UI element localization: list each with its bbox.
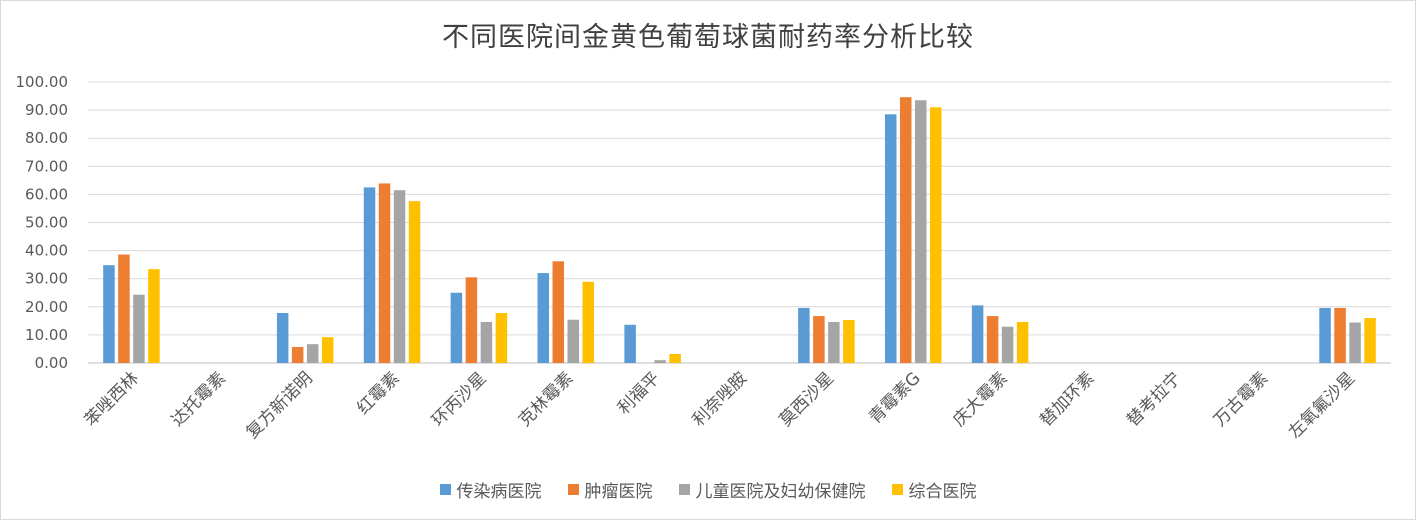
x-tick-label: 克林霉素 xyxy=(515,368,577,430)
x-tick-label: 苯唑西林 xyxy=(81,368,143,430)
x-tick-label: 青霉素G xyxy=(865,368,925,428)
bar-chart: 0.00 10.00 20.00 30.00 40.00 50.00 60.00 70.00 8… xyxy=(16,73,1391,443)
y-tick-label: 60.00 xyxy=(25,185,68,203)
chart-legend: 传染病医院 肿瘤医院 儿童医院及妇幼保健院 综合医院 xyxy=(1,477,1415,502)
y-tick-label: 70.00 xyxy=(25,157,68,175)
bar xyxy=(914,100,927,363)
bar xyxy=(1334,307,1346,363)
chart-title: 不同医院间金黄色葡萄球菌耐药率分析比较 xyxy=(442,22,974,53)
legend-item: 传染病医院 xyxy=(439,477,542,502)
bar xyxy=(929,107,942,363)
bar xyxy=(480,321,493,363)
bar xyxy=(363,187,376,363)
x-tick-label: 庆大霉素 xyxy=(949,368,1011,430)
bar xyxy=(450,292,463,363)
bar xyxy=(495,312,508,363)
x-tick-label: 莫西沙星 xyxy=(776,368,838,430)
x-tick-label: 利福平 xyxy=(614,368,664,418)
bar xyxy=(1001,326,1014,363)
legend-swatch xyxy=(891,484,903,495)
legend-item: 综合医院 xyxy=(891,477,977,502)
legend-label: 综合医院 xyxy=(908,482,977,502)
bar xyxy=(654,360,666,363)
bar xyxy=(378,183,391,363)
x-tick-label: 万古霉素 xyxy=(1210,368,1272,430)
bar xyxy=(828,321,840,363)
bar xyxy=(1016,321,1029,363)
y-tick-label: 10.00 xyxy=(25,326,68,344)
legend-swatch xyxy=(439,484,451,495)
legend-label: 传染病医院 xyxy=(456,482,542,502)
bar xyxy=(133,294,145,363)
x-tick-label: 红霉素 xyxy=(353,368,403,418)
bar xyxy=(148,269,160,363)
bar xyxy=(276,312,289,363)
y-tick-label: 80.00 xyxy=(25,129,68,147)
x-tick-label: 替考拉宁 xyxy=(1123,368,1185,430)
bar xyxy=(1349,322,1361,363)
legend-label: 儿童医院及妇幼保健院 xyxy=(695,482,866,502)
legend-item: 儿童医院及妇幼保健院 xyxy=(678,477,866,502)
legend-item: 肿瘤医院 xyxy=(567,477,653,502)
y-tick-label: 40.00 xyxy=(25,242,68,260)
x-tick-label: 达托霉素 xyxy=(168,368,230,430)
bar xyxy=(582,281,595,363)
y-tick-label: 50.00 xyxy=(25,214,68,232)
bar xyxy=(813,316,825,363)
bar xyxy=(552,261,565,363)
bar xyxy=(1319,307,1331,363)
bar xyxy=(567,319,580,363)
bar xyxy=(798,307,810,363)
x-tick-label: 利奈唑胺 xyxy=(689,368,751,430)
bar xyxy=(669,354,681,363)
bar xyxy=(624,324,636,363)
y-tick-label: 100.00 xyxy=(16,73,69,91)
legend-swatch xyxy=(567,484,579,495)
y-tick-label: 30.00 xyxy=(25,270,68,288)
y-tick-label: 90.00 xyxy=(25,101,68,119)
bar xyxy=(971,305,984,363)
y-tick-label: 0.00 xyxy=(35,354,68,372)
bar xyxy=(393,190,406,363)
bar xyxy=(986,316,999,363)
x-tick-label: 环丙沙星 xyxy=(428,368,490,430)
bar xyxy=(408,201,421,363)
legend-label: 肿瘤医院 xyxy=(584,482,653,502)
bar xyxy=(843,320,855,363)
bar xyxy=(118,254,130,363)
legend-swatch xyxy=(678,484,690,495)
bar xyxy=(321,337,334,363)
bar xyxy=(291,346,304,363)
x-tick-label: 替加环素 xyxy=(1036,368,1098,430)
x-tick-label: 复方新诺明 xyxy=(242,368,316,442)
bar xyxy=(1364,318,1376,363)
bar xyxy=(537,273,550,363)
x-tick-label: 左氧氟沙星 xyxy=(1285,368,1359,442)
bar xyxy=(899,97,912,363)
bar xyxy=(103,265,115,363)
bar xyxy=(465,277,478,363)
bar xyxy=(884,114,897,363)
bar xyxy=(306,344,319,363)
y-tick-label: 20.00 xyxy=(25,298,68,316)
